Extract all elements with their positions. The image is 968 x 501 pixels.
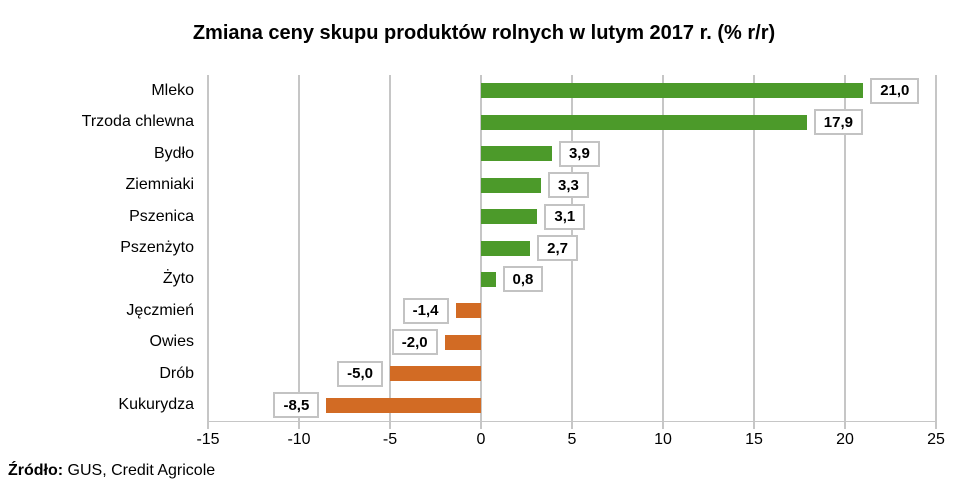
x-axis-tick xyxy=(389,421,391,429)
value-label: -8,5 xyxy=(273,392,320,419)
chart-title: Zmiana ceny skupu produktów rolnych w lu… xyxy=(192,22,776,44)
bar-pszenżyto xyxy=(481,240,531,256)
category-label: Drób xyxy=(159,364,194,382)
bar-pszenica xyxy=(481,209,538,225)
bar-jęczmień xyxy=(455,303,481,319)
category-label: Kukurydza xyxy=(118,396,194,414)
category-label: Pszenżyto xyxy=(120,238,194,256)
plot-area: 21,0 17,9 3,9 3,3 3,1 2,7 0,8 -1,4 -2,0 -5,0 -8,5 xyxy=(207,75,937,429)
value-label: 21,0 xyxy=(870,77,920,104)
category-label: Pszenica xyxy=(129,207,194,225)
category-label: Ziemniaki xyxy=(125,176,194,194)
x-axis-tick-label: -10 xyxy=(287,431,311,448)
bar-kukurydza xyxy=(326,397,481,413)
x-axis-tick-label: 25 xyxy=(927,431,945,448)
value-label: -2,0 xyxy=(391,329,438,356)
category-label: Mleko xyxy=(151,81,194,99)
x-axis-tick-label: 15 xyxy=(745,431,763,448)
value-label: 3,9 xyxy=(558,140,600,167)
gridline xyxy=(298,75,300,421)
x-axis-tick-labels: -15 -10 -5 0 5 10 15 20 25 xyxy=(196,431,944,453)
bar-ziemniaki xyxy=(481,177,542,193)
x-axis-tick-label: 5 xyxy=(567,431,577,448)
x-axis-tick-label: -15 xyxy=(196,431,220,448)
value-label: -5,0 xyxy=(337,360,383,387)
bar-żyto xyxy=(481,271,496,287)
value-label: 3,1 xyxy=(544,203,586,230)
x-axis-tick-label: -5 xyxy=(382,431,398,448)
x-axis-tick xyxy=(662,421,664,429)
bar-bydło xyxy=(481,146,552,162)
gridline xyxy=(844,75,846,421)
x-axis-tick xyxy=(935,421,937,429)
gridline xyxy=(389,75,391,421)
category-label: Bydło xyxy=(153,144,194,162)
x-axis-tick xyxy=(844,421,846,429)
category-label: Jęczmień xyxy=(126,301,194,319)
source-label: Źródło: xyxy=(8,462,64,479)
x-axis-tick-label: 10 xyxy=(654,431,672,448)
x-axis-tick xyxy=(298,421,300,429)
bar-trzoda-chlewna xyxy=(481,114,807,130)
category-label: Owies xyxy=(149,333,194,351)
gridline xyxy=(935,75,937,421)
category-label: Żyto xyxy=(162,270,194,288)
x-axis-tick xyxy=(480,421,482,429)
source-note: Źródło: GUS, Credit Agricole xyxy=(8,462,215,480)
category-label: Trzoda chlewna xyxy=(81,113,194,131)
value-label: -1,4 xyxy=(402,297,449,324)
x-axis-tick-label: 20 xyxy=(836,431,854,448)
value-label: 17,9 xyxy=(813,109,863,136)
value-label: 2,7 xyxy=(537,235,578,261)
x-axis-tick xyxy=(753,421,755,429)
category-labels: Mleko Trzoda chlewna Bydło Ziemniaki Pszenic… xyxy=(0,75,200,421)
x-axis-tick-label: 0 xyxy=(476,431,486,448)
value-label: 3,3 xyxy=(548,172,589,199)
x-axis-tick xyxy=(207,421,209,429)
x-axis-tick xyxy=(571,421,573,429)
gridline xyxy=(753,75,755,421)
gridline xyxy=(207,75,209,421)
bar-mleko xyxy=(481,83,864,99)
bar-owies xyxy=(444,334,481,350)
value-label: 0,8 xyxy=(502,266,544,293)
gridline xyxy=(662,75,664,421)
bar-drób xyxy=(390,366,481,382)
source-text: GUS, Credit Agricole xyxy=(63,462,216,479)
